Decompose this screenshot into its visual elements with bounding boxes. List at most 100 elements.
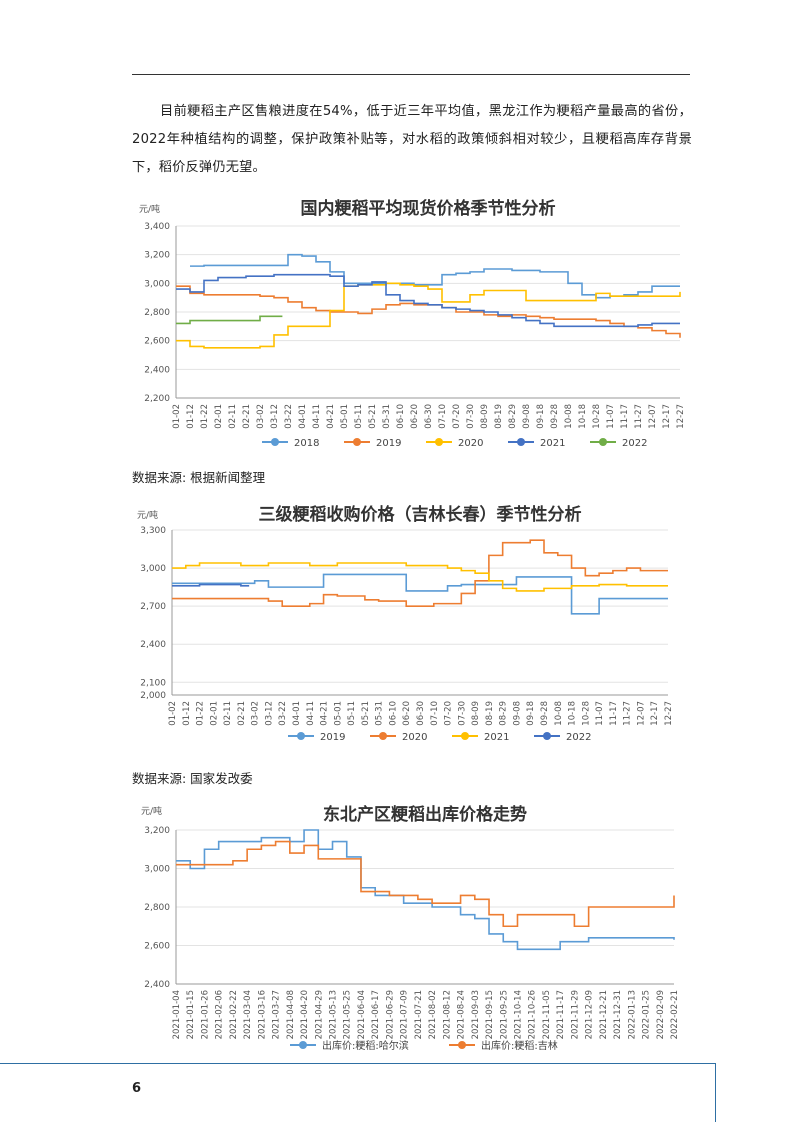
legend-swatch-marker xyxy=(299,1041,307,1049)
legend-label: 2021 xyxy=(484,732,509,743)
chart-3-container: 东北产区粳稻出库价格走势 元/吨 2,400 2,600 2,800 3,000 3,200… xyxy=(128,796,688,1060)
x-tick-label: 2021-12-09 xyxy=(585,990,595,1039)
y-tick-label: 2,800 xyxy=(144,903,170,913)
legend-label: 出库价:粳稻:吉林 xyxy=(481,1039,558,1052)
x-tick-label: 2021-05-13 xyxy=(329,990,339,1039)
x-tick-label: 2022-01-13 xyxy=(627,990,637,1039)
legend-swatch-marker xyxy=(543,732,551,740)
series-line xyxy=(176,315,283,325)
y-tick-label: 2,400 xyxy=(144,365,170,375)
x-tick-label: 05-11 xyxy=(354,404,364,429)
x-tick-label: 12-27 xyxy=(664,701,674,726)
y-tick-label: 2,600 xyxy=(144,942,170,952)
chart-spot-price-seasonal: 国内粳稻平均现货价格季节性分析 元/吨 2,200 2,400 2,600 2,800 3,… xyxy=(139,198,686,449)
body-paragraph: 目前粳稻主产区售粮进度在54%，低于近三年平均值，黑龙江作为粳稻产量最高的省份，… xyxy=(132,104,692,175)
page-number: 6 xyxy=(132,1081,142,1096)
y-tick-label: 2,000 xyxy=(140,691,166,701)
x-tick-label: 12-17 xyxy=(662,404,672,429)
y-tick-label: 3,200 xyxy=(144,826,170,836)
header-rule xyxy=(132,74,690,75)
x-tick-label: 03-02 xyxy=(251,701,261,726)
x-tick-label: 08-19 xyxy=(485,701,495,726)
y-tick-label: 2,600 xyxy=(144,337,170,347)
x-tick-label: 11-27 xyxy=(634,404,644,429)
y-tick-label: 2,100 xyxy=(140,678,166,688)
x-tick-label: 08-09 xyxy=(480,404,490,429)
y-tick-label: 3,000 xyxy=(140,564,166,574)
legend-label: 2019 xyxy=(376,438,401,449)
x-tick-label: 06-10 xyxy=(396,404,406,429)
series-line xyxy=(176,829,675,951)
x-tick-label: 07-30 xyxy=(466,404,476,429)
chart-title: 东北产区粳稻出库价格走势 xyxy=(323,804,527,825)
chart-1-source: 数据来源: 根据新闻整理 xyxy=(132,470,266,485)
x-tick-label: 07-10 xyxy=(438,404,448,429)
x-tick-label: 09-08 xyxy=(522,404,532,429)
x-tick-label: 08-19 xyxy=(494,404,504,429)
x-tick-label: 10-18 xyxy=(568,701,578,726)
x-tick-label: 05-21 xyxy=(368,404,378,429)
x-tick-label: 01-12 xyxy=(182,701,192,726)
x-tick-label: 04-21 xyxy=(320,701,330,726)
x-tick-label: 2021-10-14 xyxy=(513,990,523,1039)
x-tick-label: 2021-09-03 xyxy=(471,990,481,1039)
series-line xyxy=(176,840,675,928)
y-tick-label: 3,400 xyxy=(144,222,170,232)
y-tick-label: 3,000 xyxy=(144,865,170,875)
x-tick-label: 01-02 xyxy=(172,404,182,429)
x-tick-label: 2021-02-22 xyxy=(229,990,239,1039)
y-tick-label: 2,200 xyxy=(144,394,170,404)
x-tick-label: 04-01 xyxy=(292,701,302,726)
chart-1-container: 国内粳稻平均现货价格季节性分析 元/吨 2,200 2,400 2,600 2,800 3,… xyxy=(128,192,688,460)
x-tick-label: 05-01 xyxy=(333,701,343,726)
footer-vertical-rule xyxy=(715,1063,716,1122)
chart-title: 国内粳稻平均现货价格季节性分析 xyxy=(301,198,556,219)
x-tick-label: 11-17 xyxy=(620,404,630,429)
x-tick-label: 11-17 xyxy=(609,701,619,726)
legend-label: 2019 xyxy=(320,732,345,743)
x-tick-label: 02-11 xyxy=(228,404,238,429)
x-tick-label: 04-01 xyxy=(298,404,308,429)
x-tick-label: 10-28 xyxy=(592,404,602,429)
x-tick-label: 03-12 xyxy=(264,701,274,726)
x-tick-label: 02-21 xyxy=(242,404,252,429)
x-tick-label: 04-11 xyxy=(312,404,322,429)
x-tick-label: 10-08 xyxy=(554,701,564,726)
x-tick-label: 2021-01-26 xyxy=(200,990,210,1039)
x-tick-label: 09-28 xyxy=(550,404,560,429)
x-tick-label: 2021-08-02 xyxy=(428,990,438,1039)
x-tick-label: 06-10 xyxy=(388,701,398,726)
series-line xyxy=(172,573,668,615)
x-tick-label: 07-20 xyxy=(452,404,462,429)
legend-label: 2022 xyxy=(622,438,647,449)
y-axis-unit: 元/吨 xyxy=(141,805,162,817)
x-tick-label: 2021-08-12 xyxy=(442,990,452,1039)
x-tick-label: 2021-11-05 xyxy=(542,990,552,1039)
chart-title: 三级粳稻收购价格（吉林长春）季节性分析 xyxy=(259,504,582,525)
x-tick-label: 02-01 xyxy=(209,701,219,726)
x-tick-label: 04-11 xyxy=(306,701,316,726)
x-tick-label: 07-20 xyxy=(444,701,454,726)
x-tick-label: 10-08 xyxy=(564,404,574,429)
x-tick-label: 2021-06-17 xyxy=(371,990,381,1039)
legend-swatch-marker xyxy=(599,438,607,446)
x-tick-label: 10-28 xyxy=(581,701,591,726)
x-tick-label: 03-22 xyxy=(284,404,294,429)
x-tick-label: 12-17 xyxy=(650,701,660,726)
legend-label: 2018 xyxy=(294,438,319,449)
x-tick-label: 2021-09-15 xyxy=(485,990,495,1039)
legend-swatch-marker xyxy=(435,438,443,446)
x-tick-label: 01-02 xyxy=(168,701,178,726)
legend-swatch-marker xyxy=(271,438,279,446)
x-tick-label: 2021-10-26 xyxy=(528,990,538,1039)
x-tick-label: 2021-04-20 xyxy=(300,990,310,1039)
x-tick-label: 2021-06-29 xyxy=(385,990,395,1039)
legend-label: 2021 xyxy=(540,438,565,449)
x-tick-label: 2021-03-16 xyxy=(257,990,267,1039)
legend-swatch-marker xyxy=(379,732,387,740)
x-tick-label: 10-18 xyxy=(578,404,588,429)
x-tick-label: 12-07 xyxy=(636,701,646,726)
y-tick-label: 3,300 xyxy=(140,526,166,536)
x-tick-label: 01-22 xyxy=(196,701,206,726)
x-tick-label: 2021-07-21 xyxy=(414,990,424,1039)
